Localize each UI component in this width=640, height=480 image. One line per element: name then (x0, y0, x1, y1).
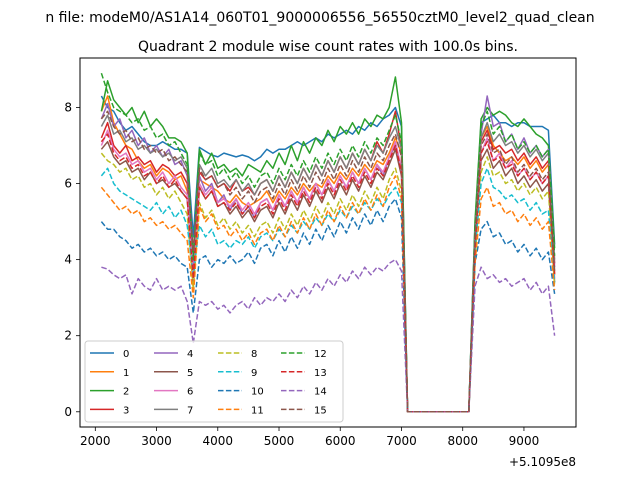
legend-label: 5 (187, 368, 193, 379)
series-line-10 (100, 198, 556, 413)
legend-entry-13: 13 (281, 368, 327, 379)
y-tick-label: 4 (64, 253, 72, 267)
legend-label: 1 (123, 368, 129, 379)
legend-entry-2: 2 (90, 387, 129, 398)
legend-entry-8: 8 (218, 349, 257, 360)
legend-entry-15: 15 (281, 405, 327, 416)
legend-label: 9 (251, 368, 257, 379)
legend-entry-5: 5 (154, 368, 193, 379)
y-tick-label: 0 (64, 405, 72, 419)
series-line-11 (100, 175, 556, 413)
axes-layer: 2000 3000 4000 5000 6000 7000 8000 9000 0 2 4 6 8 (64, 100, 539, 448)
x-tick-label: 7000 (386, 434, 417, 448)
series-line-15 (100, 110, 556, 413)
legend-entry-1: 1 (90, 368, 129, 379)
y-tick-label: 6 (64, 177, 72, 191)
chart-title: Quadrant 2 module wise count rates with … (138, 39, 518, 55)
series-layer (100, 72, 556, 413)
x-tick-label: 3000 (141, 434, 172, 448)
legend-label: 12 (314, 349, 327, 360)
legend-entry-3: 3 (90, 405, 129, 416)
x-tick-label: 5000 (264, 434, 295, 448)
y-tick-label: 8 (64, 100, 72, 114)
legend-label: 8 (251, 349, 257, 360)
legend-entry-14: 14 (281, 387, 327, 398)
x-offset-label: +5.1095e8 (509, 455, 576, 469)
legend-entry-7: 7 (154, 405, 193, 416)
legend-label: 13 (314, 368, 327, 379)
series-line-14 (101, 258, 556, 413)
y-tick-label: 2 (64, 329, 72, 343)
legend-label: 15 (314, 405, 327, 416)
x-tick-label: 6000 (325, 434, 356, 448)
legend-label: 2 (123, 387, 129, 398)
legend-label: 4 (187, 349, 193, 360)
x-tick-label: 9000 (509, 434, 540, 448)
legend-entry-10: 10 (218, 387, 264, 398)
x-tick-label: 8000 (447, 434, 478, 448)
series-line-6 (100, 129, 556, 413)
x-tick-label: 2000 (80, 434, 111, 448)
legend-label: 0 (123, 349, 129, 360)
legend-label: 3 (123, 405, 129, 416)
legend-entry-6: 6 (154, 387, 193, 398)
plot-frame (79, 57, 577, 428)
figure-suptitle: n file: modeM0/AS1A14_060T01_9000006556_… (45, 10, 594, 26)
x-tick-label: 4000 (203, 434, 234, 448)
legend-label: 7 (187, 405, 193, 416)
legend-label: 10 (251, 387, 264, 398)
legend-entry-12: 12 (281, 349, 327, 360)
legend-label: 14 (314, 387, 327, 398)
legend-entry-4: 4 (154, 349, 193, 360)
legend-label: 6 (187, 387, 193, 398)
series-line-2 (100, 76, 556, 413)
legend-frame (84, 340, 344, 423)
series-line-13 (100, 133, 556, 413)
legend-entry-11: 11 (218, 405, 264, 416)
legend-entry-0: 0 (90, 349, 129, 360)
legend-entry-9: 9 (218, 368, 257, 379)
series-line-12 (100, 72, 556, 413)
legend-label: 11 (251, 405, 264, 416)
series-line-9 (100, 167, 556, 413)
